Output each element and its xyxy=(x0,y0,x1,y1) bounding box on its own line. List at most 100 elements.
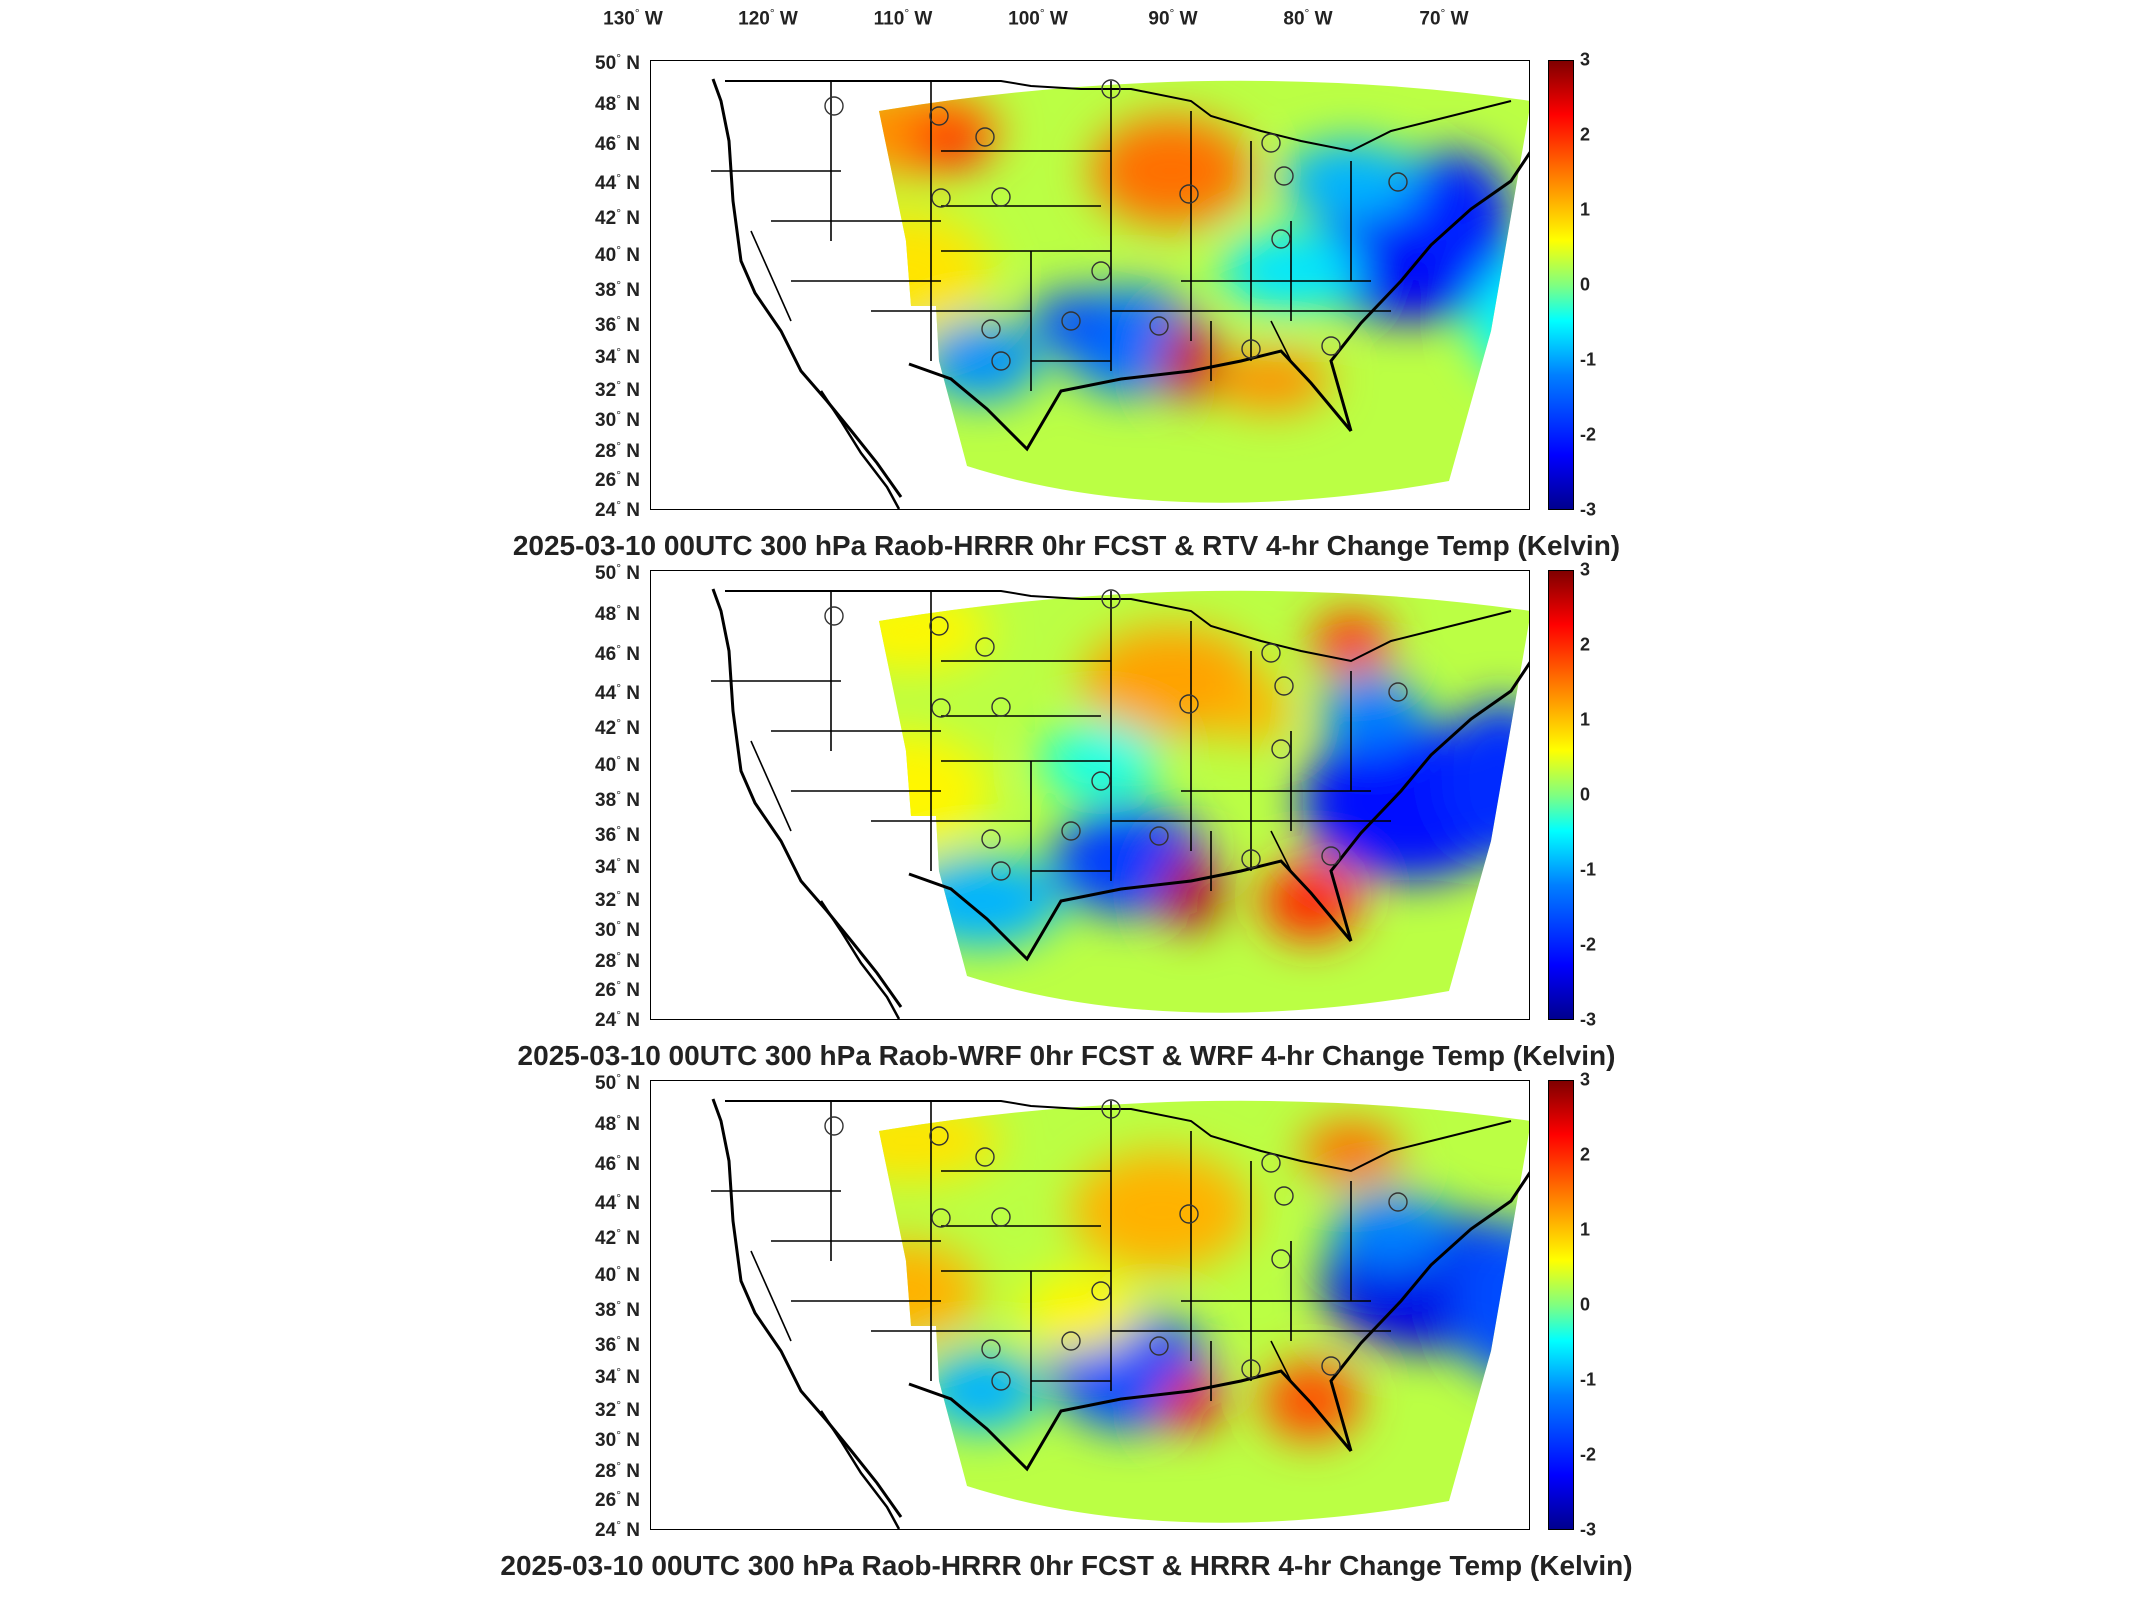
colorbar-tick-label: 0 xyxy=(1580,784,1591,805)
anomaly-region xyxy=(901,856,1061,946)
station-marker xyxy=(1261,1153,1281,1173)
map-panel: 50° N 48° N 46° N 44° N 42° N 40° N 38° N 36° N… xyxy=(0,1070,2133,1588)
station-marker xyxy=(981,319,1001,339)
anomaly-region xyxy=(1331,1191,1451,1271)
anomaly-region xyxy=(1091,116,1251,226)
station-marker xyxy=(1388,1192,1408,1212)
map-boundaries xyxy=(711,588,1529,1019)
station-marker xyxy=(1061,1331,1081,1351)
station-marker xyxy=(1091,261,1111,281)
state-boundary xyxy=(750,740,792,832)
lat-tick-label: 24° N xyxy=(595,1007,640,1032)
colorbar-tick-label: -3 xyxy=(1580,1519,1597,1540)
state-boundary xyxy=(750,1250,792,1342)
lon-tick-label: 130° W xyxy=(603,6,663,30)
map-area xyxy=(650,1080,1530,1530)
station-marker xyxy=(929,106,949,126)
station-marker xyxy=(1091,771,1111,791)
lat-tick-label: 26° N xyxy=(595,977,640,1002)
map-area xyxy=(650,60,1530,510)
lat-tick-label: 44° N xyxy=(595,170,640,195)
colorbar-tick-label: 0 xyxy=(1580,1294,1591,1315)
lat-tick-label: 34° N xyxy=(595,344,640,369)
lon-tick-label: 90° W xyxy=(1148,6,1198,30)
longitude-axis: 130° W 120° W 110° W 100° W 90° W 80° W 70° W xyxy=(0,0,2133,60)
station-marker xyxy=(991,1207,1011,1227)
lat-tick-label: 30° N xyxy=(595,407,640,432)
lat-tick-label: 42° N xyxy=(595,205,640,230)
colorbar-tick-label: 3 xyxy=(1580,1069,1591,1090)
station-marker xyxy=(1261,643,1281,663)
panel-title: 2025-03-10 00UTC 300 hPa Raob-HRRR 0hr F… xyxy=(500,1550,1633,1581)
station-marker xyxy=(991,697,1011,717)
lat-tick-label: 36° N xyxy=(595,1332,640,1357)
colorbar-tick-label: 2 xyxy=(1580,124,1591,145)
station-marker xyxy=(1274,166,1294,186)
lat-tick-label: 24° N xyxy=(595,1517,640,1542)
lat-tick-label: 36° N xyxy=(595,822,640,847)
coastline xyxy=(711,78,903,498)
temperature-field-map xyxy=(711,1098,1529,1529)
colorbar-tick-label: -3 xyxy=(1580,499,1597,520)
lat-tick-label: 48° N xyxy=(595,601,640,626)
station-marker xyxy=(1271,1249,1291,1269)
coastline xyxy=(1329,151,1529,432)
station-marker xyxy=(1179,1204,1199,1224)
lat-tick-label: 30° N xyxy=(595,1427,640,1452)
station-marker xyxy=(1321,1356,1341,1376)
station-marker xyxy=(1274,676,1294,696)
colorbar-tick-label: 2 xyxy=(1580,634,1591,655)
lat-tick-label: 28° N xyxy=(595,438,640,463)
colorbar-tick-label: -3 xyxy=(1580,1009,1597,1030)
anomaly-region xyxy=(1211,351,1331,411)
lat-tick-label: 28° N xyxy=(595,1458,640,1483)
station-marker xyxy=(991,1371,1011,1391)
anomaly-region xyxy=(1441,701,1529,861)
anomaly-region xyxy=(911,111,991,171)
coastline xyxy=(1329,1171,1529,1452)
station-marker xyxy=(975,1147,995,1167)
colorbar-tick-label: -1 xyxy=(1580,349,1597,370)
colorbar-tick-label: 2 xyxy=(1580,1144,1591,1165)
lat-tick-label: 34° N xyxy=(595,854,640,879)
coastline xyxy=(908,349,1353,452)
station-marker xyxy=(1241,1359,1261,1379)
lat-tick-label: 50° N xyxy=(595,560,640,585)
station-marker xyxy=(1061,821,1081,841)
coastline xyxy=(908,1369,1353,1472)
coastline xyxy=(819,900,901,1019)
map-area xyxy=(650,570,1530,1020)
anomaly-region xyxy=(879,1241,981,1341)
station-marker xyxy=(1179,694,1199,714)
lat-tick-label: 44° N xyxy=(595,680,640,705)
anomaly-region xyxy=(1161,851,1221,931)
lat-tick-label: 40° N xyxy=(595,752,640,777)
lat-tick-label: 44° N xyxy=(595,1190,640,1215)
station-marker xyxy=(975,637,995,657)
anomaly-region xyxy=(741,641,801,741)
state-boundary xyxy=(750,230,792,322)
lat-tick-label: 24° N xyxy=(595,497,640,522)
station-marker xyxy=(1091,1281,1111,1301)
station-marker xyxy=(824,606,844,626)
station-marker xyxy=(929,1126,949,1146)
station-marker xyxy=(991,861,1011,881)
lat-tick-label: 34° N xyxy=(595,1364,640,1389)
station-marker xyxy=(1061,311,1081,331)
lat-tick-label: 38° N xyxy=(595,1297,640,1322)
map-boundaries xyxy=(711,1098,1529,1529)
station-marker xyxy=(1101,1099,1121,1119)
national-border xyxy=(725,590,1512,663)
lat-tick-label: 46° N xyxy=(595,1151,640,1176)
lat-tick-label: 46° N xyxy=(595,131,640,156)
colorbar-tick-label: 0 xyxy=(1580,274,1591,295)
lat-tick-label: 32° N xyxy=(595,377,640,402)
lat-tick-label: 42° N xyxy=(595,715,640,740)
colorbar-tick-label: -2 xyxy=(1580,424,1597,445)
station-marker xyxy=(1149,1336,1169,1356)
coastline xyxy=(819,390,901,509)
lon-tick-label: 110° W xyxy=(873,6,933,30)
coastline xyxy=(1329,661,1529,942)
lat-tick-label: 26° N xyxy=(595,1487,640,1512)
